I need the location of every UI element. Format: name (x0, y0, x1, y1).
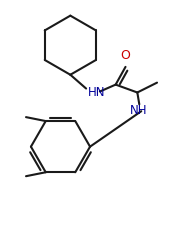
Text: O: O (121, 49, 130, 62)
Text: HN: HN (88, 86, 106, 99)
Text: NH: NH (129, 104, 147, 117)
